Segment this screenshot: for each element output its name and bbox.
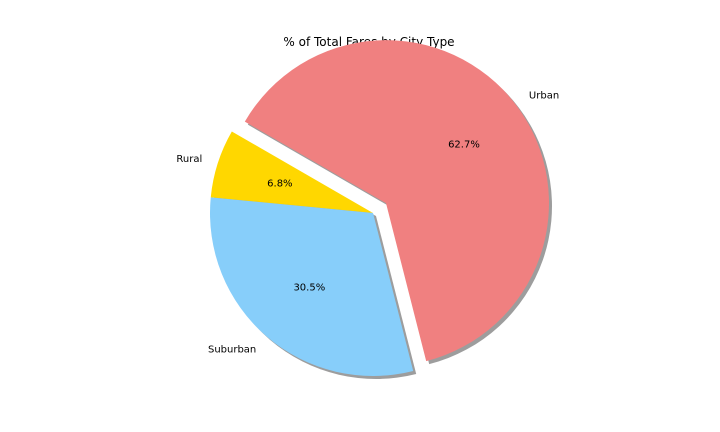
slice-pct-label-urban: 62.7%	[448, 140, 480, 151]
pie-slices	[210, 40, 549, 376]
pie-slice-urban	[244, 40, 549, 362]
slice-label-urban: Urban	[529, 90, 559, 101]
slice-label-rural: Rural	[176, 154, 202, 165]
slice-label-suburban: Suburban	[208, 345, 256, 356]
pie-slice-suburban	[210, 197, 414, 376]
slice-pct-label-suburban: 30.5%	[293, 283, 325, 294]
pie-slice-rural	[210, 131, 373, 213]
slice-pct-label-rural: 6.8%	[267, 179, 292, 190]
slice-labels: Rural 6.8% Suburban 30.5% Urban 62.7%	[176, 90, 559, 355]
